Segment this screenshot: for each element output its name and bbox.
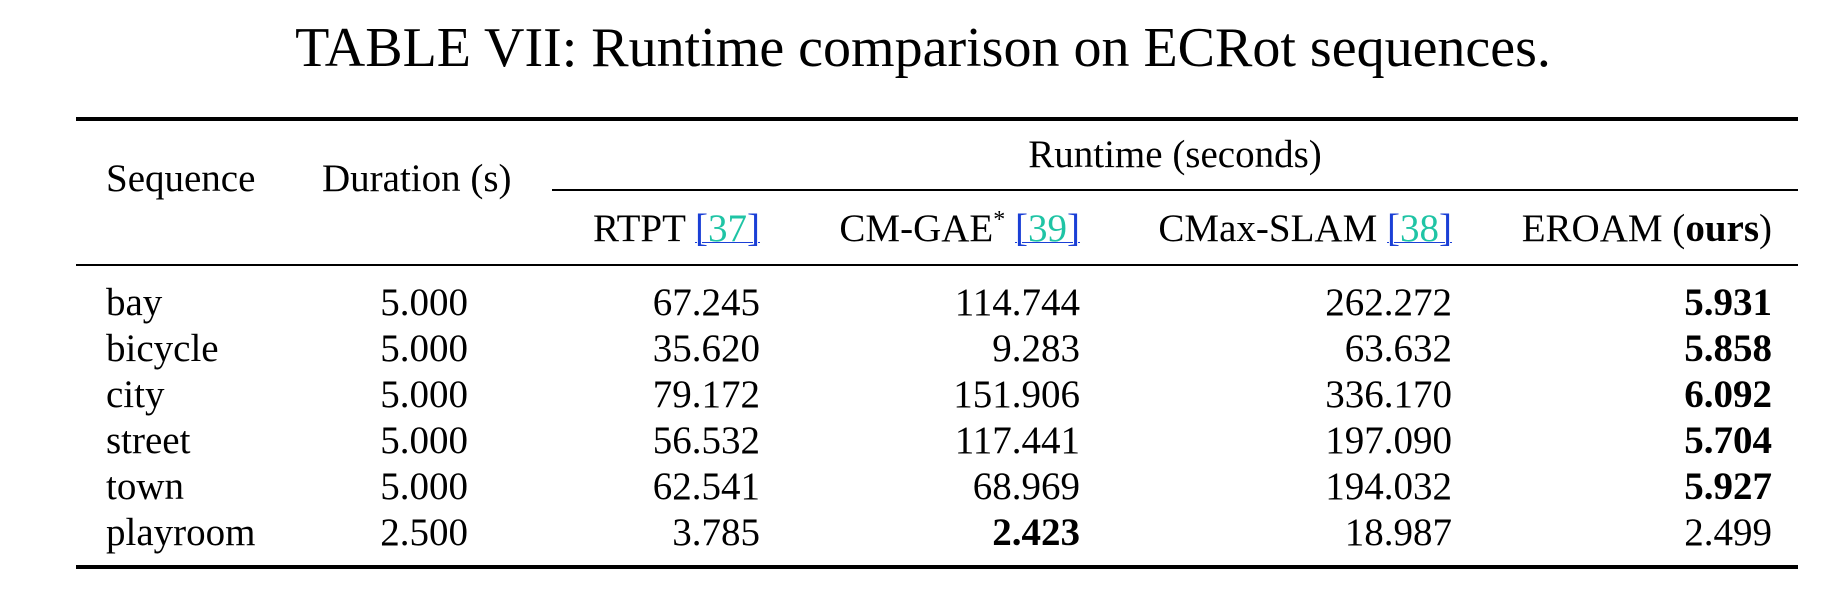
asterisk-mark: * — [993, 207, 1006, 233]
cell-rtpt: 35.620 — [652, 327, 760, 370]
runtime-group-rule — [552, 189, 1798, 191]
cell-sequence: bay — [106, 281, 163, 324]
header-runtime-group: Runtime (seconds) — [1028, 133, 1322, 176]
method-name: CM-GAE* — [839, 207, 1006, 250]
header-duration: Duration (s) — [322, 157, 512, 200]
cell-cmax: 336.170 — [1325, 373, 1452, 416]
cell-duration: 5.000 — [380, 465, 468, 508]
cell-rtpt: 79.172 — [652, 373, 760, 416]
cell-cmgae: 117.441 — [954, 419, 1080, 462]
cell-rtpt: 62.541 — [652, 465, 760, 508]
cell-duration: 2.500 — [380, 511, 468, 554]
cell-cmax: 18.987 — [1344, 511, 1452, 554]
cell-eroam: 5.931 — [1684, 281, 1772, 324]
cell-sequence: street — [106, 419, 191, 462]
top-rule — [76, 117, 1798, 121]
method-name: CMax-SLAM — [1158, 207, 1378, 250]
cell-cmax: 63.632 — [1344, 327, 1452, 370]
cell-sequence: city — [106, 373, 165, 416]
header-eroam: EROAM (ours) — [1521, 207, 1772, 250]
cell-eroam: 5.704 — [1684, 419, 1772, 462]
cell-duration: 5.000 — [380, 373, 468, 416]
cell-eroam: 2.499 — [1684, 511, 1772, 554]
cell-eroam: 5.858 — [1684, 327, 1772, 370]
bottom-rule — [76, 565, 1798, 569]
cell-duration: 5.000 — [380, 281, 468, 324]
cell-rtpt: 3.785 — [672, 511, 760, 554]
cell-cmgae: 68.969 — [972, 465, 1080, 508]
cell-cmax: 262.272 — [1325, 281, 1452, 324]
citation-link[interactable]: [39] — [1015, 207, 1080, 250]
header-sequence: Sequence — [106, 157, 256, 200]
cell-cmgae: 151.906 — [953, 373, 1080, 416]
cell-cmgae: 114.744 — [954, 281, 1080, 324]
ours-label: ours — [1685, 207, 1759, 250]
header-rule — [76, 264, 1798, 266]
cell-eroam: 5.927 — [1684, 465, 1772, 508]
cell-eroam: 6.092 — [1684, 373, 1772, 416]
header-cmgae: CM-GAE* [39] — [780, 206, 1080, 252]
method-name: RTPT — [592, 207, 686, 250]
cell-rtpt: 56.532 — [652, 419, 760, 462]
cell-cmax: 197.090 — [1325, 419, 1452, 462]
citation-link[interactable]: [38] — [1387, 207, 1452, 250]
cell-cmgae: 2.423 — [992, 511, 1080, 554]
cell-sequence: playroom — [106, 511, 256, 554]
header-rtpt: RTPT [37] — [560, 206, 760, 252]
cell-cmax: 194.032 — [1325, 465, 1452, 508]
citation-link[interactable]: [37] — [695, 207, 760, 250]
table-caption: TABLE VII: Runtime comparison on ECRot s… — [295, 17, 1551, 79]
cell-sequence: town — [106, 465, 184, 508]
cell-sequence: bicycle — [106, 327, 219, 370]
cell-duration: 5.000 — [380, 419, 468, 462]
header-cmax-slam: CMax-SLAM [38] — [1100, 206, 1452, 252]
cell-cmgae: 9.283 — [992, 327, 1080, 370]
cell-rtpt: 67.245 — [652, 281, 760, 324]
cell-duration: 5.000 — [380, 327, 468, 370]
